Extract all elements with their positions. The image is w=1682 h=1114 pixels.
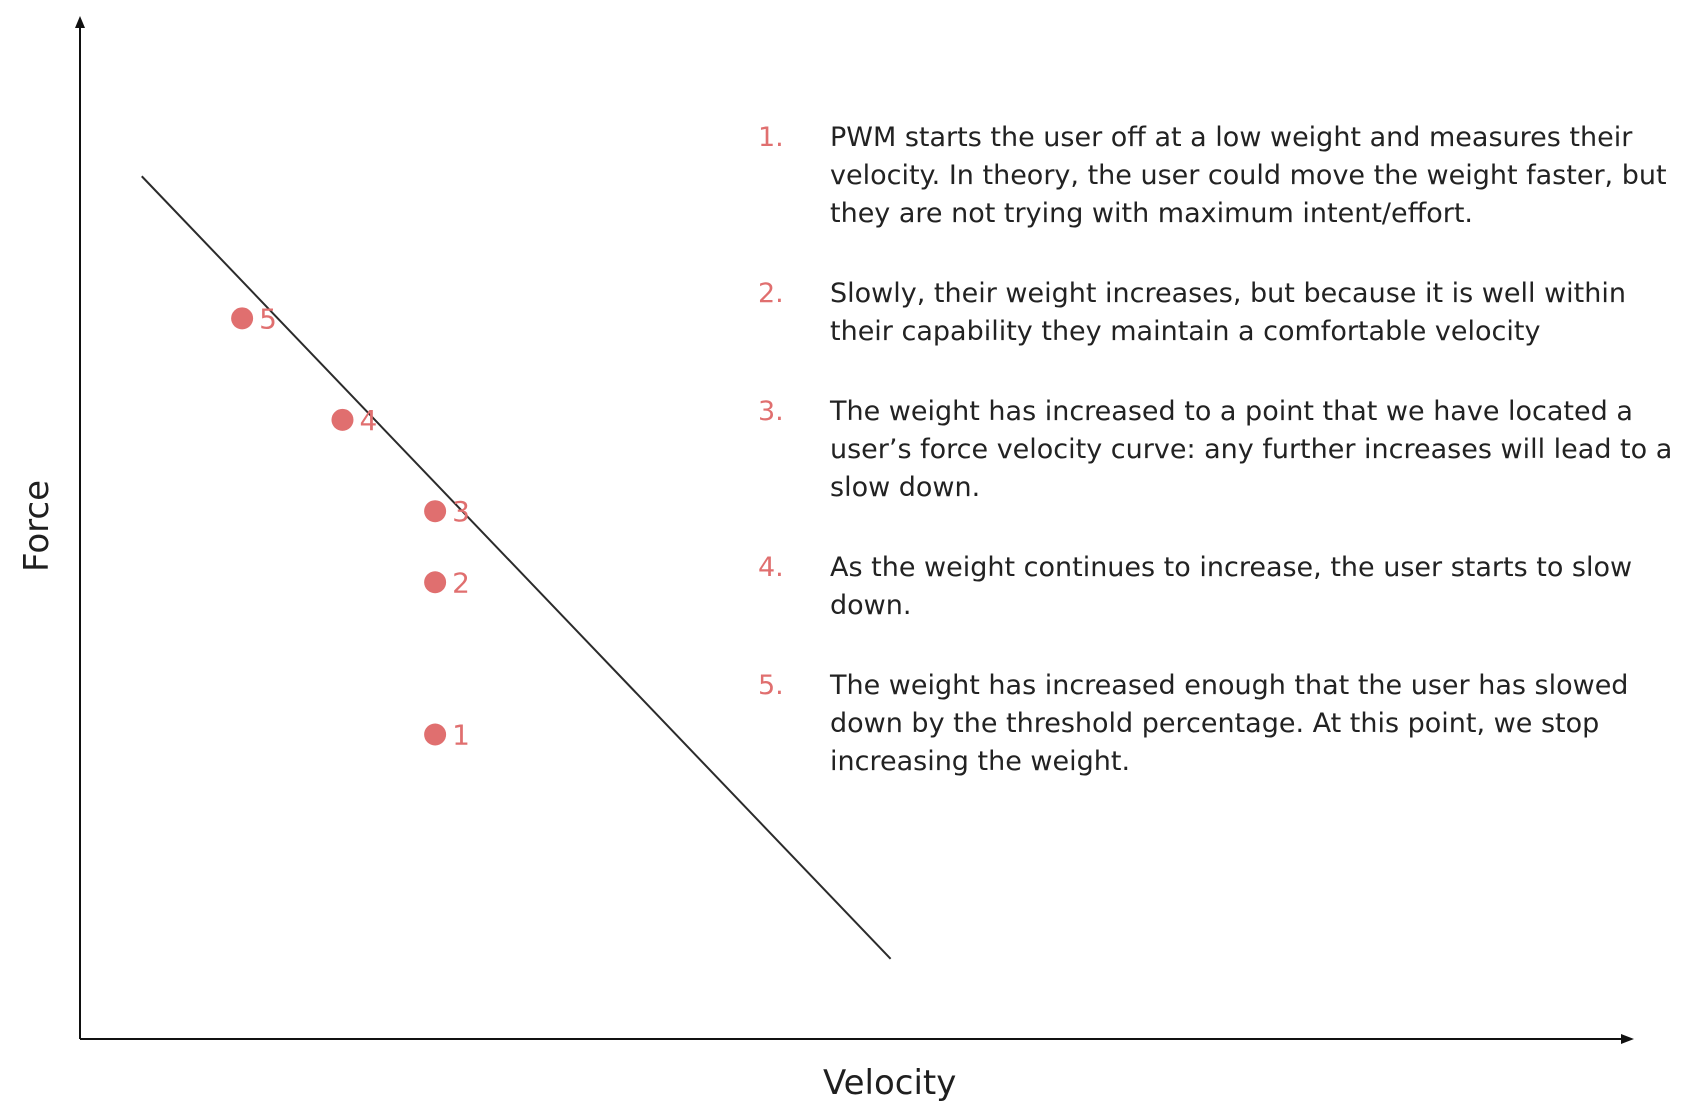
- explanation-text: The weight has increased to a point that…: [830, 396, 1673, 503]
- trend-line: [141, 175, 892, 960]
- chart-axes: [75, 16, 1634, 1044]
- y-axis-arrowhead: [75, 16, 85, 28]
- x-axis-label: Velocity: [823, 1063, 957, 1103]
- explanation-text: PWM starts the user off at a low weight …: [830, 122, 1667, 229]
- chart-marks: 1 2 3 4 5: [141, 175, 892, 960]
- explanation-number: 5.: [758, 670, 784, 701]
- y-axis-label: Force: [17, 480, 57, 572]
- data-point-label-5: 5: [259, 302, 277, 335]
- data-point-label-1: 1: [452, 719, 470, 752]
- explanation-item: 3. The weight has increased to a point t…: [758, 393, 1673, 507]
- explanation-item: 1. PWM starts the user off at a low weig…: [758, 119, 1673, 233]
- explanation-item: 5. The weight has increased enough that …: [758, 667, 1673, 781]
- data-point-2: [424, 571, 447, 594]
- explanation-number: 2.: [758, 278, 784, 309]
- explanation-number: 1.: [758, 122, 784, 153]
- explanation-text: Slowly, their weight increases, but beca…: [830, 278, 1626, 347]
- explanation-list: 1. PWM starts the user off at a low weig…: [758, 119, 1673, 823]
- explanation-text: The weight has increased enough that the…: [830, 670, 1629, 777]
- explanation-number: 3.: [758, 396, 784, 427]
- explanation-item: 2. Slowly, their weight increases, but b…: [758, 275, 1673, 351]
- data-point-label-4: 4: [359, 404, 377, 437]
- data-point-1: [424, 723, 447, 746]
- data-point-3: [424, 500, 447, 523]
- data-point-label-3: 3: [452, 495, 470, 528]
- explanation-text: As the weight continues to increase, the…: [830, 552, 1633, 621]
- data-point-5: [231, 307, 254, 330]
- explanation-item: 4. As the weight continues to increase, …: [758, 549, 1673, 625]
- x-axis-arrowhead: [1621, 1034, 1634, 1044]
- data-point-4: [331, 408, 354, 431]
- explanation-number: 4.: [758, 552, 784, 583]
- data-point-label-2: 2: [452, 566, 470, 599]
